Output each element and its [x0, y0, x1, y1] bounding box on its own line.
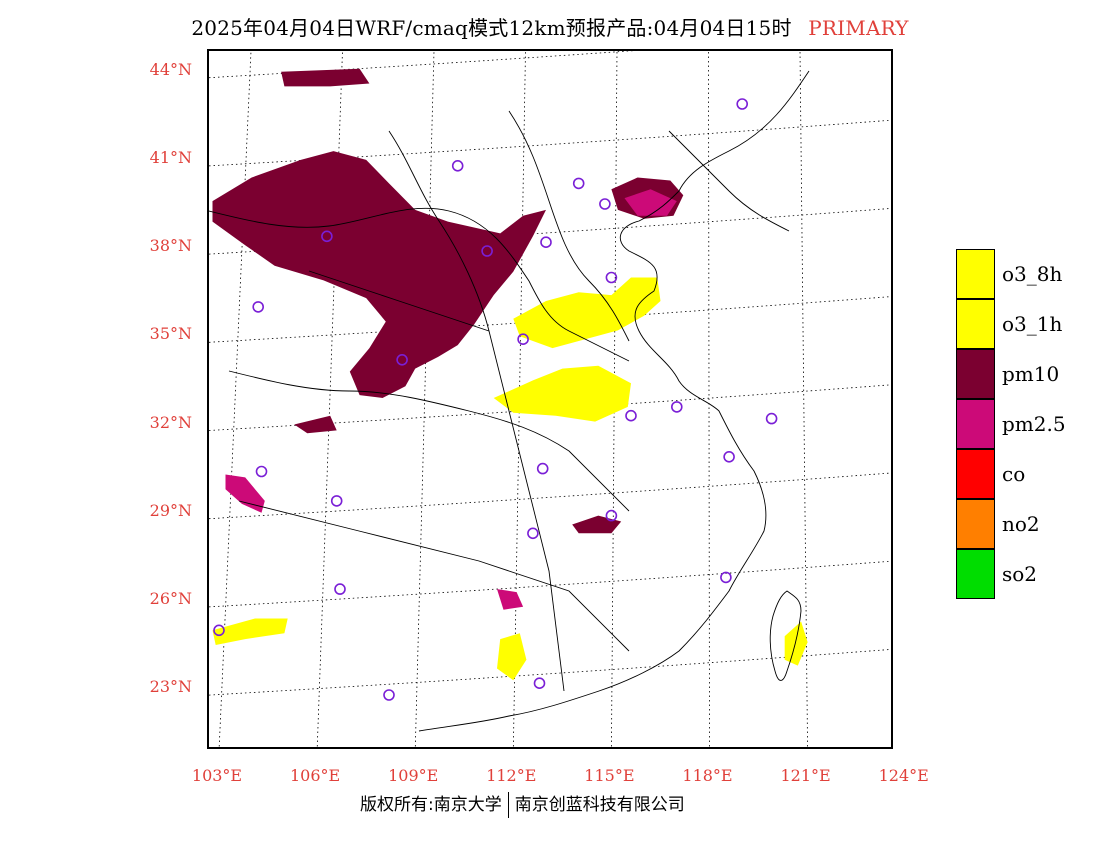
lat-tick-label: 23°N: [149, 677, 192, 697]
province-line-f: [308, 270, 490, 332]
lat-tick-label: 29°N: [149, 500, 192, 520]
station-marker: [451, 160, 464, 172]
latitude-gridline: [209, 472, 891, 520]
lon-tick-label: 121°E: [780, 766, 831, 785]
lat-tick-label: 26°N: [149, 588, 192, 608]
legend-swatch: [956, 499, 995, 549]
legend-label: no2: [1002, 512, 1040, 536]
station-marker: [334, 583, 346, 595]
taiwan-outline: [769, 590, 802, 681]
primary-tag: PRIMARY: [808, 16, 909, 40]
station-marker: [533, 677, 546, 690]
station-marker: [536, 462, 549, 475]
station-marker: [330, 495, 343, 507]
station-marker: [252, 301, 265, 313]
latitude-gridline: [209, 119, 891, 167]
legend-label: o3_8h: [1002, 262, 1063, 286]
copyright-right: 南京创蓝科技有限公司: [514, 795, 685, 815]
station-marker: [213, 624, 225, 637]
station-marker: [736, 98, 749, 110]
coastline: [418, 70, 810, 732]
legend-label: co: [1002, 462, 1026, 486]
lat-tick-label: 32°N: [149, 412, 192, 432]
longitude-gridline: [892, 51, 894, 749]
pollution-area-o3-henan-south: [493, 365, 631, 422]
legend-label: pm2.5: [1002, 412, 1066, 436]
station-marker: [720, 571, 732, 584]
pollution-area-pm25-sichuan-west: [225, 474, 265, 513]
pollution-area-o3-taiwan: [784, 621, 808, 666]
lon-tick-label: 112°E: [486, 766, 537, 785]
lat-tick-label: 38°N: [149, 236, 192, 256]
lat-tick-label: 44°N: [149, 59, 192, 79]
pollution-area-pm10-jiangxi: [572, 515, 622, 534]
pollution-layer: [212, 68, 808, 681]
station-marker: [572, 177, 585, 190]
pollution-area-o3-guangdong: [497, 633, 527, 681]
lon-tick-label: 106°E: [289, 766, 341, 785]
lon-tick-label: 103°E: [191, 766, 243, 785]
station-marker: [396, 353, 408, 366]
legend-swatch: [956, 249, 995, 299]
legend-label: so2: [1002, 562, 1038, 586]
lon-tick-label: 124°E: [878, 766, 929, 785]
monitoring-stations: [213, 98, 778, 701]
lat-tick-label: 35°N: [149, 324, 192, 344]
legend-label: o3_1h: [1002, 312, 1063, 336]
province-line-b: [228, 370, 630, 512]
station-marker: [527, 527, 539, 540]
map-panel[interactable]: [207, 49, 893, 749]
lon-tick-label: 115°E: [584, 766, 635, 785]
pollution-area-pm25-hunan: [497, 589, 524, 610]
legend-swatch: [956, 449, 995, 499]
latitude-gridline: [209, 560, 891, 608]
station-marker: [670, 401, 683, 413]
station-marker: [599, 198, 611, 210]
lon-tick-label: 109°E: [388, 766, 439, 785]
legend-swatch: [956, 399, 995, 449]
station-marker: [517, 333, 529, 346]
station-marker: [605, 271, 618, 284]
station-marker: [255, 465, 268, 478]
station-marker: [540, 236, 552, 248]
lon-tick-label: 118°E: [682, 766, 733, 785]
pollution-area-pm10-inner-mongolia-ningxia-gansu: [212, 151, 546, 398]
station-marker: [605, 509, 618, 522]
copyright-footer: 版权所有:南京大学 南京创蓝科技有限公司: [360, 790, 685, 818]
station-marker: [481, 245, 493, 257]
station-marker: [723, 450, 735, 463]
province-line-d: [388, 130, 565, 692]
title-text: 2025年04月04日WRF/cmaq模式12km预报产品:04月04日15时: [191, 16, 792, 40]
latitude-gridline: [209, 208, 891, 255]
latitude-gridline: [209, 296, 891, 343]
station-marker: [383, 689, 395, 701]
pollution-area-pm25-bj-tj-core: [624, 189, 677, 216]
footer-divider: [507, 792, 509, 818]
station-marker: [765, 412, 778, 425]
province-line-g: [668, 130, 790, 232]
pollution-area-pm10-north-blob: [281, 68, 370, 87]
province-line-c: [238, 500, 630, 652]
pollution-area-o3-yunnan: [212, 618, 288, 645]
legend-swatch: [956, 549, 995, 599]
pollution-area-pm10-sichuan-east: [294, 415, 337, 434]
latitude-gridline: [209, 384, 891, 431]
legend-label: pm10: [1002, 362, 1060, 386]
pollution-area-o3-henan-north: [513, 277, 661, 349]
province-line-a: [209, 207, 630, 362]
station-marker: [625, 409, 637, 422]
station-marker: [321, 230, 333, 243]
longitude-gridline: [708, 51, 710, 747]
longitude-gridline: [218, 51, 252, 747]
legend-swatch: [956, 349, 995, 399]
province-boundaries: [209, 70, 810, 732]
lat-tick-label: 41°N: [149, 147, 192, 167]
chart-title: 2025年04月04日WRF/cmaq模式12km预报产品:04月04日15时 …: [0, 12, 1100, 41]
legend-swatch: [956, 299, 995, 349]
map-canvas: [209, 51, 894, 749]
copyright-left: 版权所有:南京大学: [360, 795, 502, 815]
province-line-e: [508, 110, 630, 342]
